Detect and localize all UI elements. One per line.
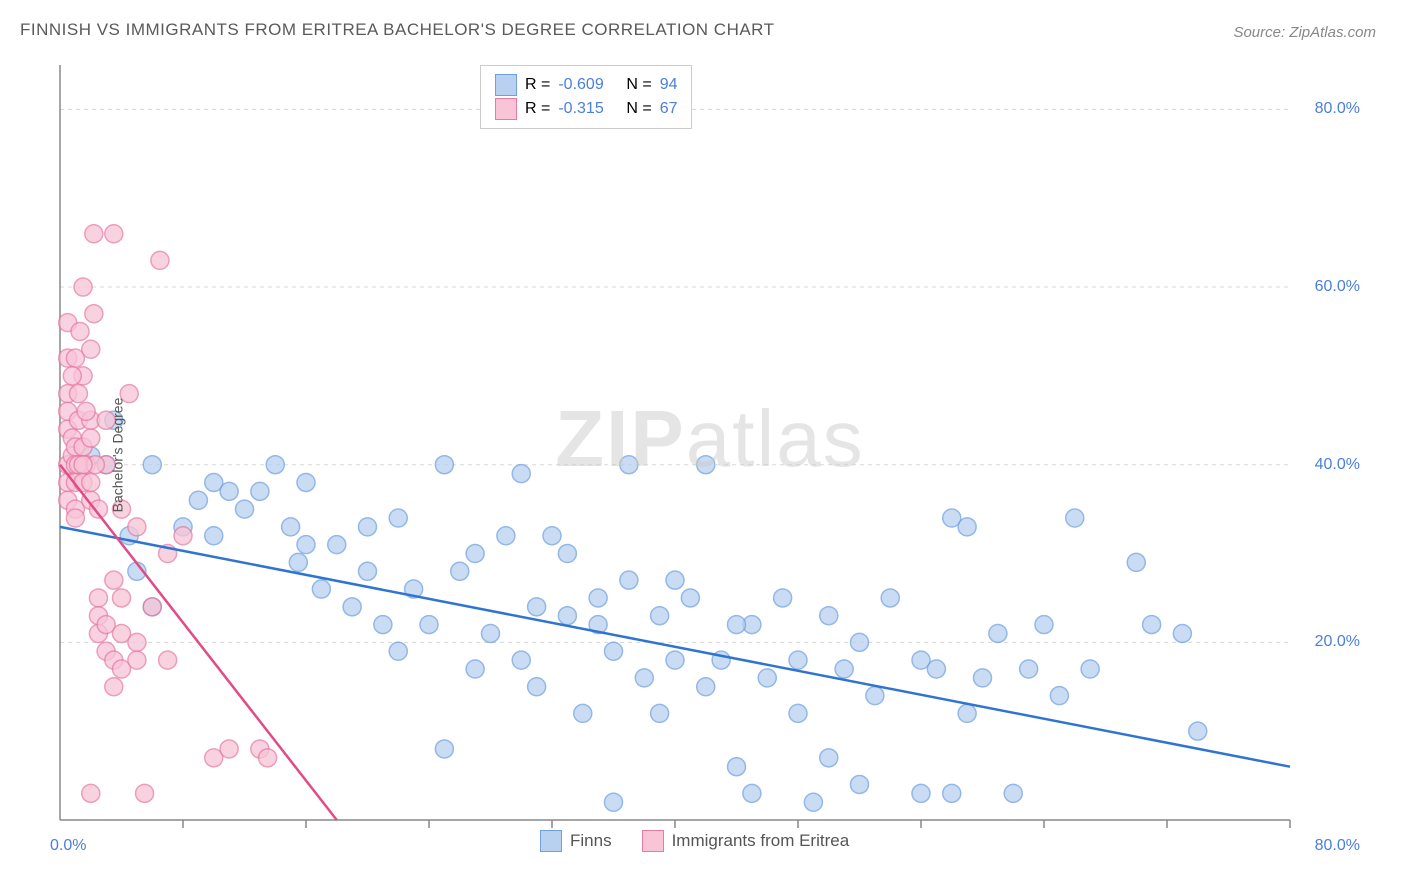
correlation-legend: R = -0.609 N = 94 R = -0.315 N = 67	[480, 65, 692, 129]
legend-item-finns: Finns	[540, 830, 612, 852]
r-label: R =	[525, 76, 550, 94]
r-value-finns: -0.609	[558, 76, 618, 94]
n-label: N =	[626, 100, 651, 118]
legend-row-finns: R = -0.609 N = 94	[495, 74, 677, 96]
y-tick-label: 20.0%	[1315, 633, 1360, 651]
y-tick-label: 60.0%	[1315, 278, 1360, 296]
x-axis-end: 80.0%	[1315, 837, 1360, 855]
x-axis-start: 0.0%	[50, 837, 86, 855]
series-legend: Finns Immigrants from Eritrea	[540, 830, 849, 852]
r-value-eritrea: -0.315	[558, 100, 618, 118]
legend-label-eritrea: Immigrants from Eritrea	[672, 831, 850, 851]
source-attribution: Source: ZipAtlas.com	[1233, 24, 1376, 41]
n-label: N =	[626, 76, 651, 94]
legend-swatch-icon	[540, 830, 562, 852]
y-tick-label: 80.0%	[1315, 100, 1360, 118]
legend-swatch-finns	[495, 74, 517, 96]
scatter-plot: Bachelor's Degree ZIPatlas R = -0.609 N …	[50, 60, 1370, 850]
legend-item-eritrea: Immigrants from Eritrea	[642, 830, 850, 852]
legend-swatch-eritrea	[495, 98, 517, 120]
y-tick-label: 40.0%	[1315, 456, 1360, 474]
plot-svg	[50, 60, 1370, 850]
chart-title: FINNISH VS IMMIGRANTS FROM ERITREA BACHE…	[20, 20, 775, 40]
n-value-finns: 94	[660, 76, 678, 94]
r-label: R =	[525, 100, 550, 118]
legend-label-finns: Finns	[570, 831, 612, 851]
y-axis-label: Bachelor's Degree	[109, 398, 125, 513]
legend-row-eritrea: R = -0.315 N = 67	[495, 98, 677, 120]
legend-swatch-icon	[642, 830, 664, 852]
n-value-eritrea: 67	[660, 100, 678, 118]
